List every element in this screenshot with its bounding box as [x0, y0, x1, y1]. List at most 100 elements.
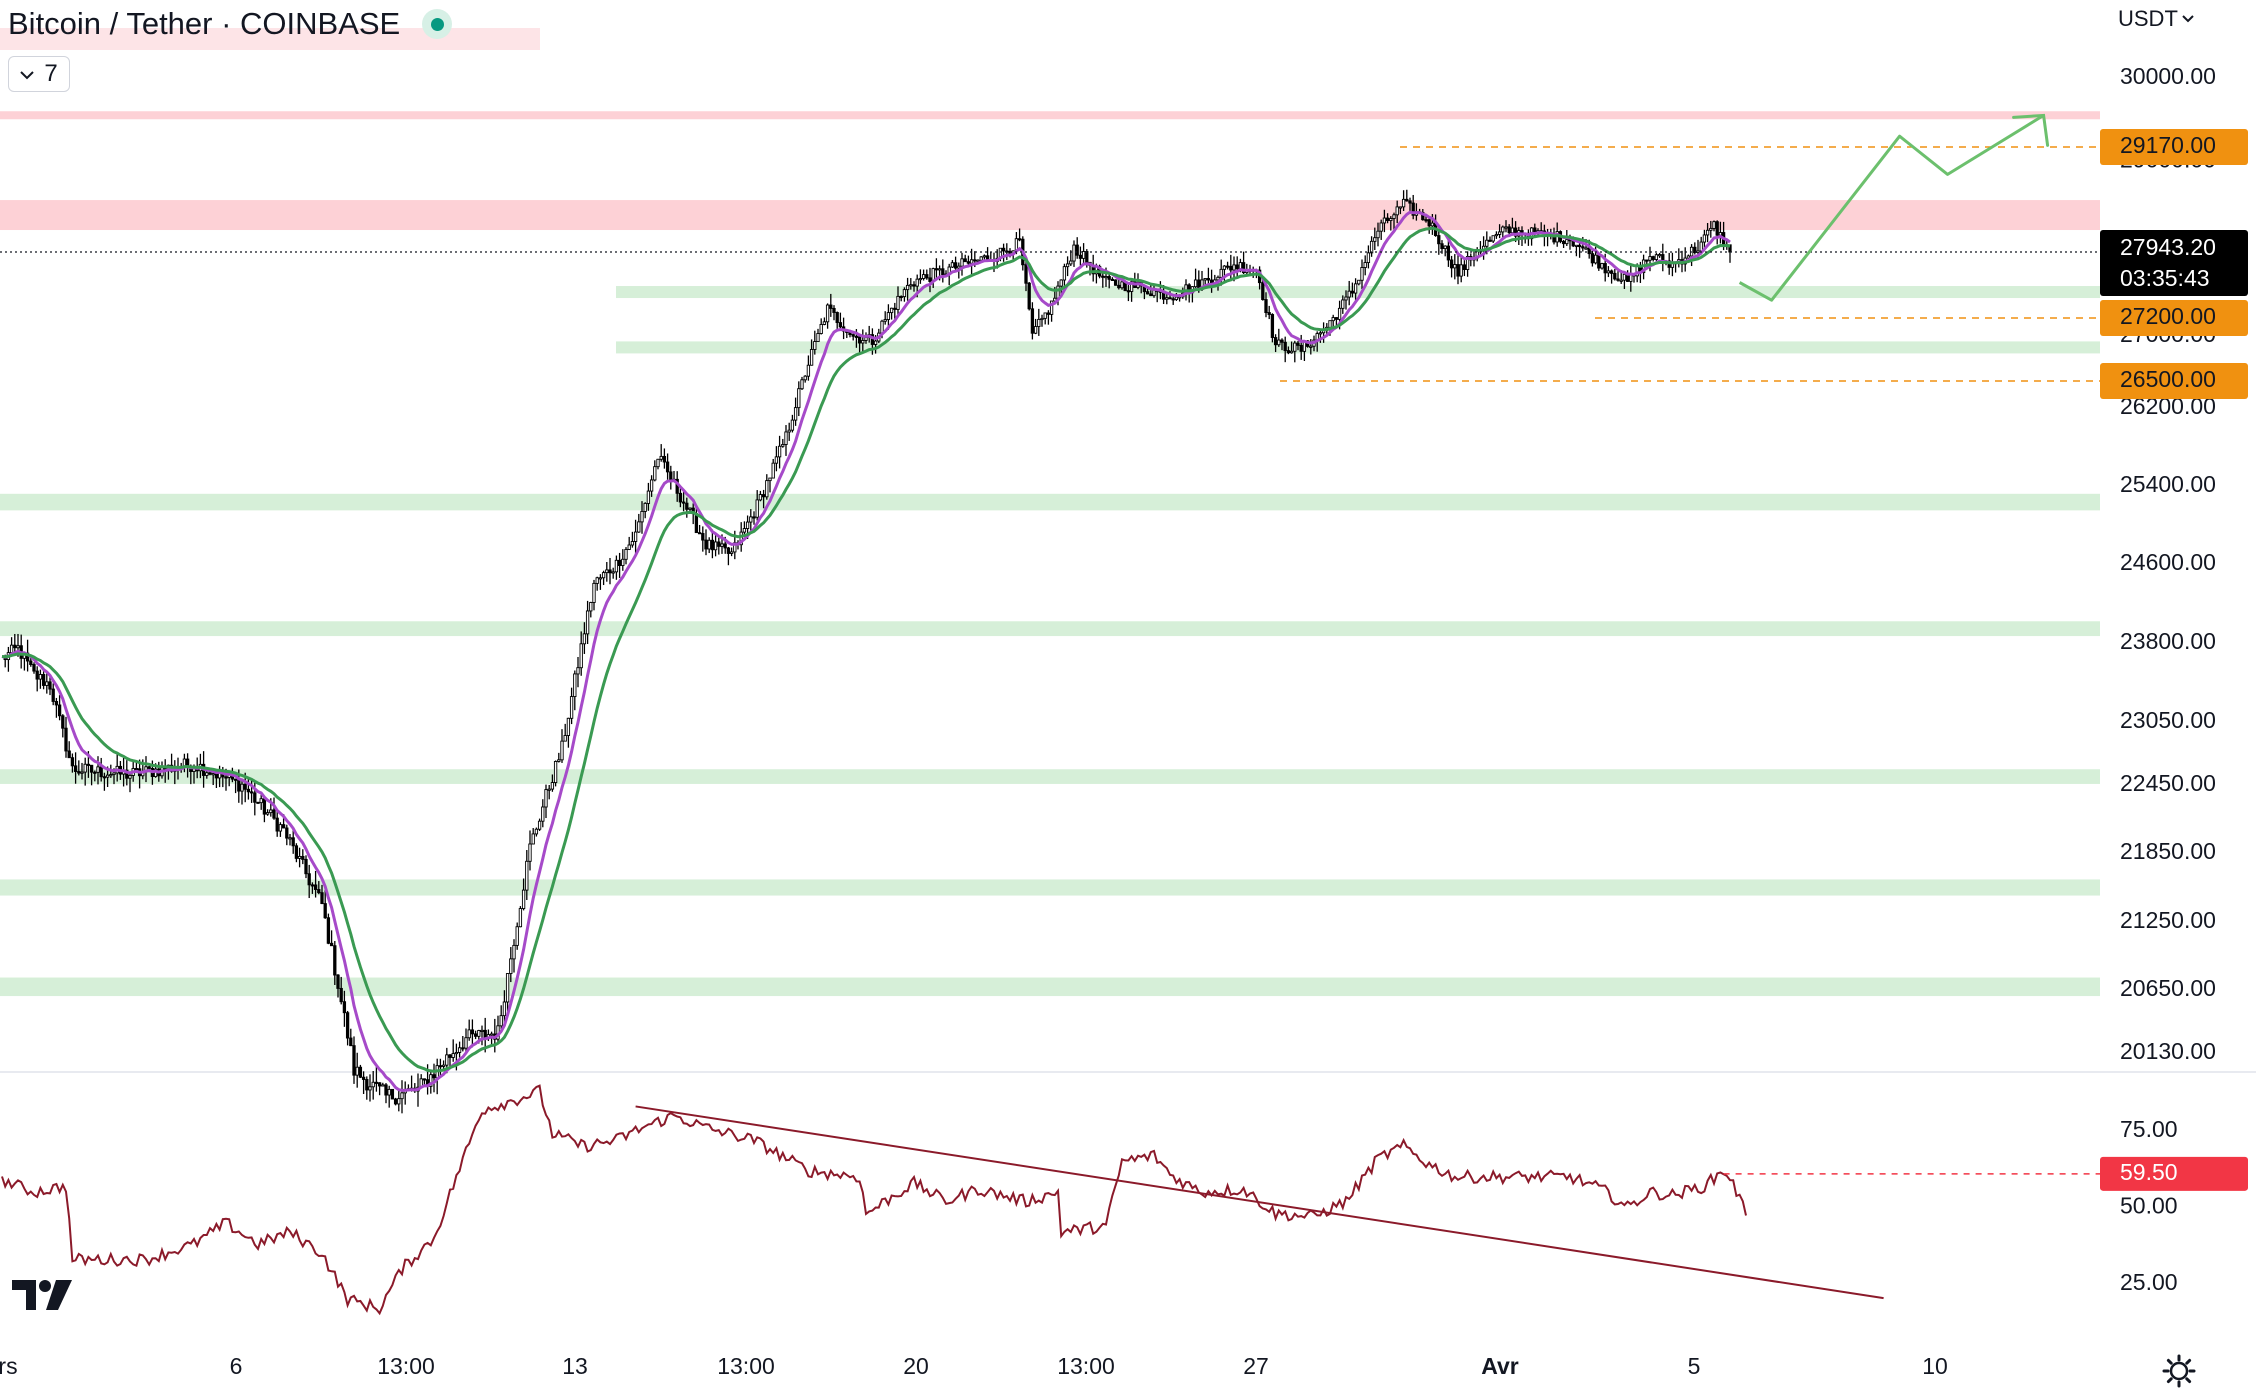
candle-body — [899, 295, 903, 299]
candle-body — [461, 1047, 465, 1050]
candle-body — [749, 516, 753, 523]
candle-body — [1337, 307, 1342, 320]
candle-body — [1206, 278, 1211, 281]
price-axis: 30000.0029000.0027000.0026200.0025400.00… — [2100, 63, 2248, 1295]
candle-body — [16, 645, 20, 649]
candle-body — [934, 268, 939, 271]
candle-body — [1507, 226, 1511, 234]
time-tick-label: 6 — [230, 1353, 243, 1379]
candle-body — [1017, 238, 1022, 241]
time-tick-label: 13:00 — [717, 1353, 775, 1379]
candle-body — [307, 873, 311, 886]
projection-path — [1738, 113, 2050, 302]
candle-body — [400, 1092, 404, 1100]
candle-body — [70, 757, 75, 767]
candle-body — [1309, 345, 1313, 348]
candle-body — [720, 543, 724, 547]
candle-body — [1219, 268, 1223, 278]
candle-body — [582, 633, 587, 645]
candle-body — [1382, 217, 1387, 224]
candle-body — [77, 771, 81, 774]
candle-body — [1619, 279, 1623, 282]
candle-body — [806, 364, 811, 377]
candle-body — [80, 771, 84, 774]
candle-body — [1238, 262, 1243, 270]
price-tick-label: 23050.00 — [2120, 707, 2216, 733]
candle-body — [1033, 326, 1038, 334]
rsi-pane — [1, 1084, 2100, 1316]
candle-body — [1331, 317, 1335, 322]
candle-body — [1709, 227, 1713, 231]
tradingview-logo-icon[interactable] — [12, 1278, 74, 1317]
candle-body — [1408, 200, 1412, 204]
candle-body — [739, 531, 743, 546]
symbol-title[interactable]: Bitcoin / Tether · COINBASE — [8, 6, 401, 41]
candle-body — [563, 735, 567, 742]
rsi-tick-label: 25.00 — [2120, 1269, 2178, 1295]
candle-body — [822, 321, 827, 325]
candle-body — [387, 1088, 391, 1096]
candle-body — [912, 284, 916, 287]
candle-body — [345, 1012, 350, 1039]
candle-body — [953, 262, 958, 269]
candle-body — [659, 455, 663, 460]
candle-body — [438, 1065, 443, 1068]
candle-body — [269, 809, 273, 814]
candle-body — [1030, 308, 1035, 334]
candle-body — [685, 502, 689, 510]
candle-body — [752, 516, 756, 519]
candle-body — [1293, 342, 1297, 352]
candle-body — [499, 1015, 503, 1027]
candle-body — [1104, 276, 1108, 279]
candle-body — [787, 429, 791, 433]
candle-body — [838, 322, 843, 328]
candle-body — [925, 274, 929, 279]
candle-body — [611, 571, 615, 574]
candle-body — [329, 942, 334, 947]
candle-body — [1437, 235, 1441, 245]
candle-body — [854, 335, 859, 338]
candle-body — [1702, 234, 1707, 243]
current-price-badge — [2100, 230, 2248, 296]
candle-body — [1299, 344, 1303, 352]
candle-body — [1350, 290, 1355, 294]
candle-body — [1622, 273, 1627, 281]
candle-body — [883, 319, 887, 322]
candle-body — [297, 855, 302, 859]
candle-body — [537, 820, 542, 830]
candle-body — [294, 845, 299, 859]
candle-body — [281, 824, 286, 829]
candle-body — [1353, 283, 1358, 294]
candle-body — [45, 681, 49, 686]
candle-body — [595, 577, 599, 584]
candle-body — [832, 307, 836, 313]
chevron-down-icon — [2182, 15, 2194, 23]
candle-body — [589, 602, 593, 612]
candle-body — [448, 1054, 452, 1058]
currency-selector[interactable]: USDT — [2118, 6, 2194, 32]
candle-body — [957, 265, 961, 269]
candle-body — [1267, 312, 1271, 315]
candle-body — [851, 334, 855, 337]
candle-body — [73, 765, 78, 772]
indicator-toggle-button[interactable]: 7 — [8, 56, 70, 92]
candle-body — [1344, 296, 1348, 301]
candle-body — [742, 528, 747, 533]
time-tick-label: 13:00 — [377, 1353, 435, 1379]
time-tick-label: Avr — [1481, 1353, 1519, 1379]
candle-body — [704, 539, 708, 550]
candle-body — [237, 778, 241, 792]
candle-body — [265, 812, 270, 815]
candle-body — [1427, 219, 1431, 227]
gear-icon[interactable] — [2162, 1354, 2196, 1393]
candle-body — [13, 644, 17, 649]
candle-body — [893, 307, 897, 310]
candle-body — [1232, 264, 1236, 271]
candle-body — [1686, 255, 1691, 259]
candle-body — [979, 256, 983, 261]
candle-body — [617, 559, 622, 567]
candle-body — [1449, 259, 1454, 269]
candle-body — [669, 471, 673, 481]
candle-body — [96, 766, 100, 773]
